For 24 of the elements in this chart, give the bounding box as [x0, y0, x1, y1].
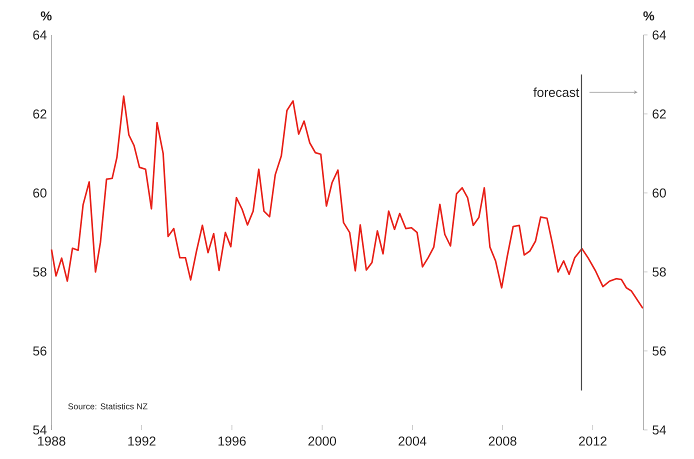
annotation: Source: Statistics NZ — [68, 403, 148, 410]
y2-tick-label: 60 — [652, 188, 666, 198]
y-tick-label: 54 — [33, 425, 47, 434]
ref-line-label: forecast — [533, 88, 580, 98]
y-tick-label: 60 — [33, 188, 46, 198]
y-tick-label: 62 — [33, 109, 46, 119]
y2-tick-label: 58 — [652, 267, 666, 277]
x-tick-label: 2012 — [579, 436, 607, 446]
x-tick-label: 2000 — [308, 436, 336, 446]
y2-tick-label: 54 — [652, 425, 666, 434]
y-axis-title: % — [40, 11, 52, 20]
y-tick-label: 56 — [33, 346, 46, 356]
y2-axis-title: % — [643, 11, 654, 20]
x-tick-label: 1992 — [128, 436, 156, 446]
line-series — [50, 95, 644, 310]
y2-tick-label: 56 — [652, 346, 666, 356]
y-tick-label: 58 — [33, 267, 46, 277]
x-tick-label: 1996 — [218, 436, 246, 446]
y2-tick-label: 64 — [652, 30, 666, 40]
y2-tick-label: 62 — [652, 109, 666, 119]
x-tick-label: 1988 — [38, 436, 66, 446]
x-tick-label: 2008 — [488, 436, 516, 446]
y-tick-label: 64 — [33, 30, 47, 40]
x-tick-label: 2004 — [398, 436, 426, 446]
